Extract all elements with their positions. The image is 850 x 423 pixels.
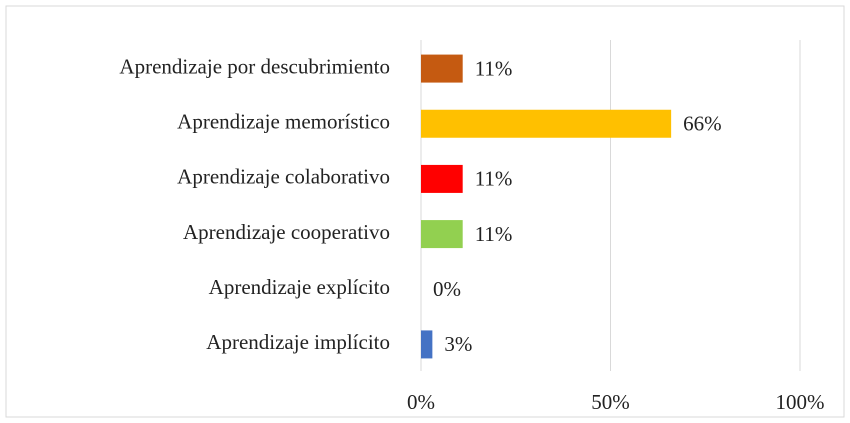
bar <box>421 220 463 249</box>
x-tick-label: 0% <box>407 390 435 414</box>
y-tick-label: Aprendizaje explícito <box>209 275 390 299</box>
bar <box>421 109 672 138</box>
x-tick-label: 50% <box>591 390 630 414</box>
y-tick-label: Aprendizaje colaborativo <box>177 165 390 189</box>
bar <box>421 330 433 359</box>
y-tick-label: Aprendizaje cooperativo <box>183 220 390 244</box>
data-label: 11% <box>475 167 513 191</box>
x-tick-label: 100% <box>776 390 825 414</box>
data-label: 11% <box>475 56 513 80</box>
data-label: 0% <box>433 277 461 301</box>
data-label: 11% <box>475 222 513 246</box>
y-tick-label: Aprendizaje implícito <box>206 330 390 354</box>
bar <box>421 54 463 83</box>
data-label: 66% <box>683 112 722 136</box>
bar <box>421 164 463 193</box>
y-tick-label: Aprendizaje por descubrimiento <box>119 54 390 78</box>
y-tick-label: Aprendizaje memorístico <box>177 110 390 134</box>
data-label: 3% <box>444 332 472 356</box>
